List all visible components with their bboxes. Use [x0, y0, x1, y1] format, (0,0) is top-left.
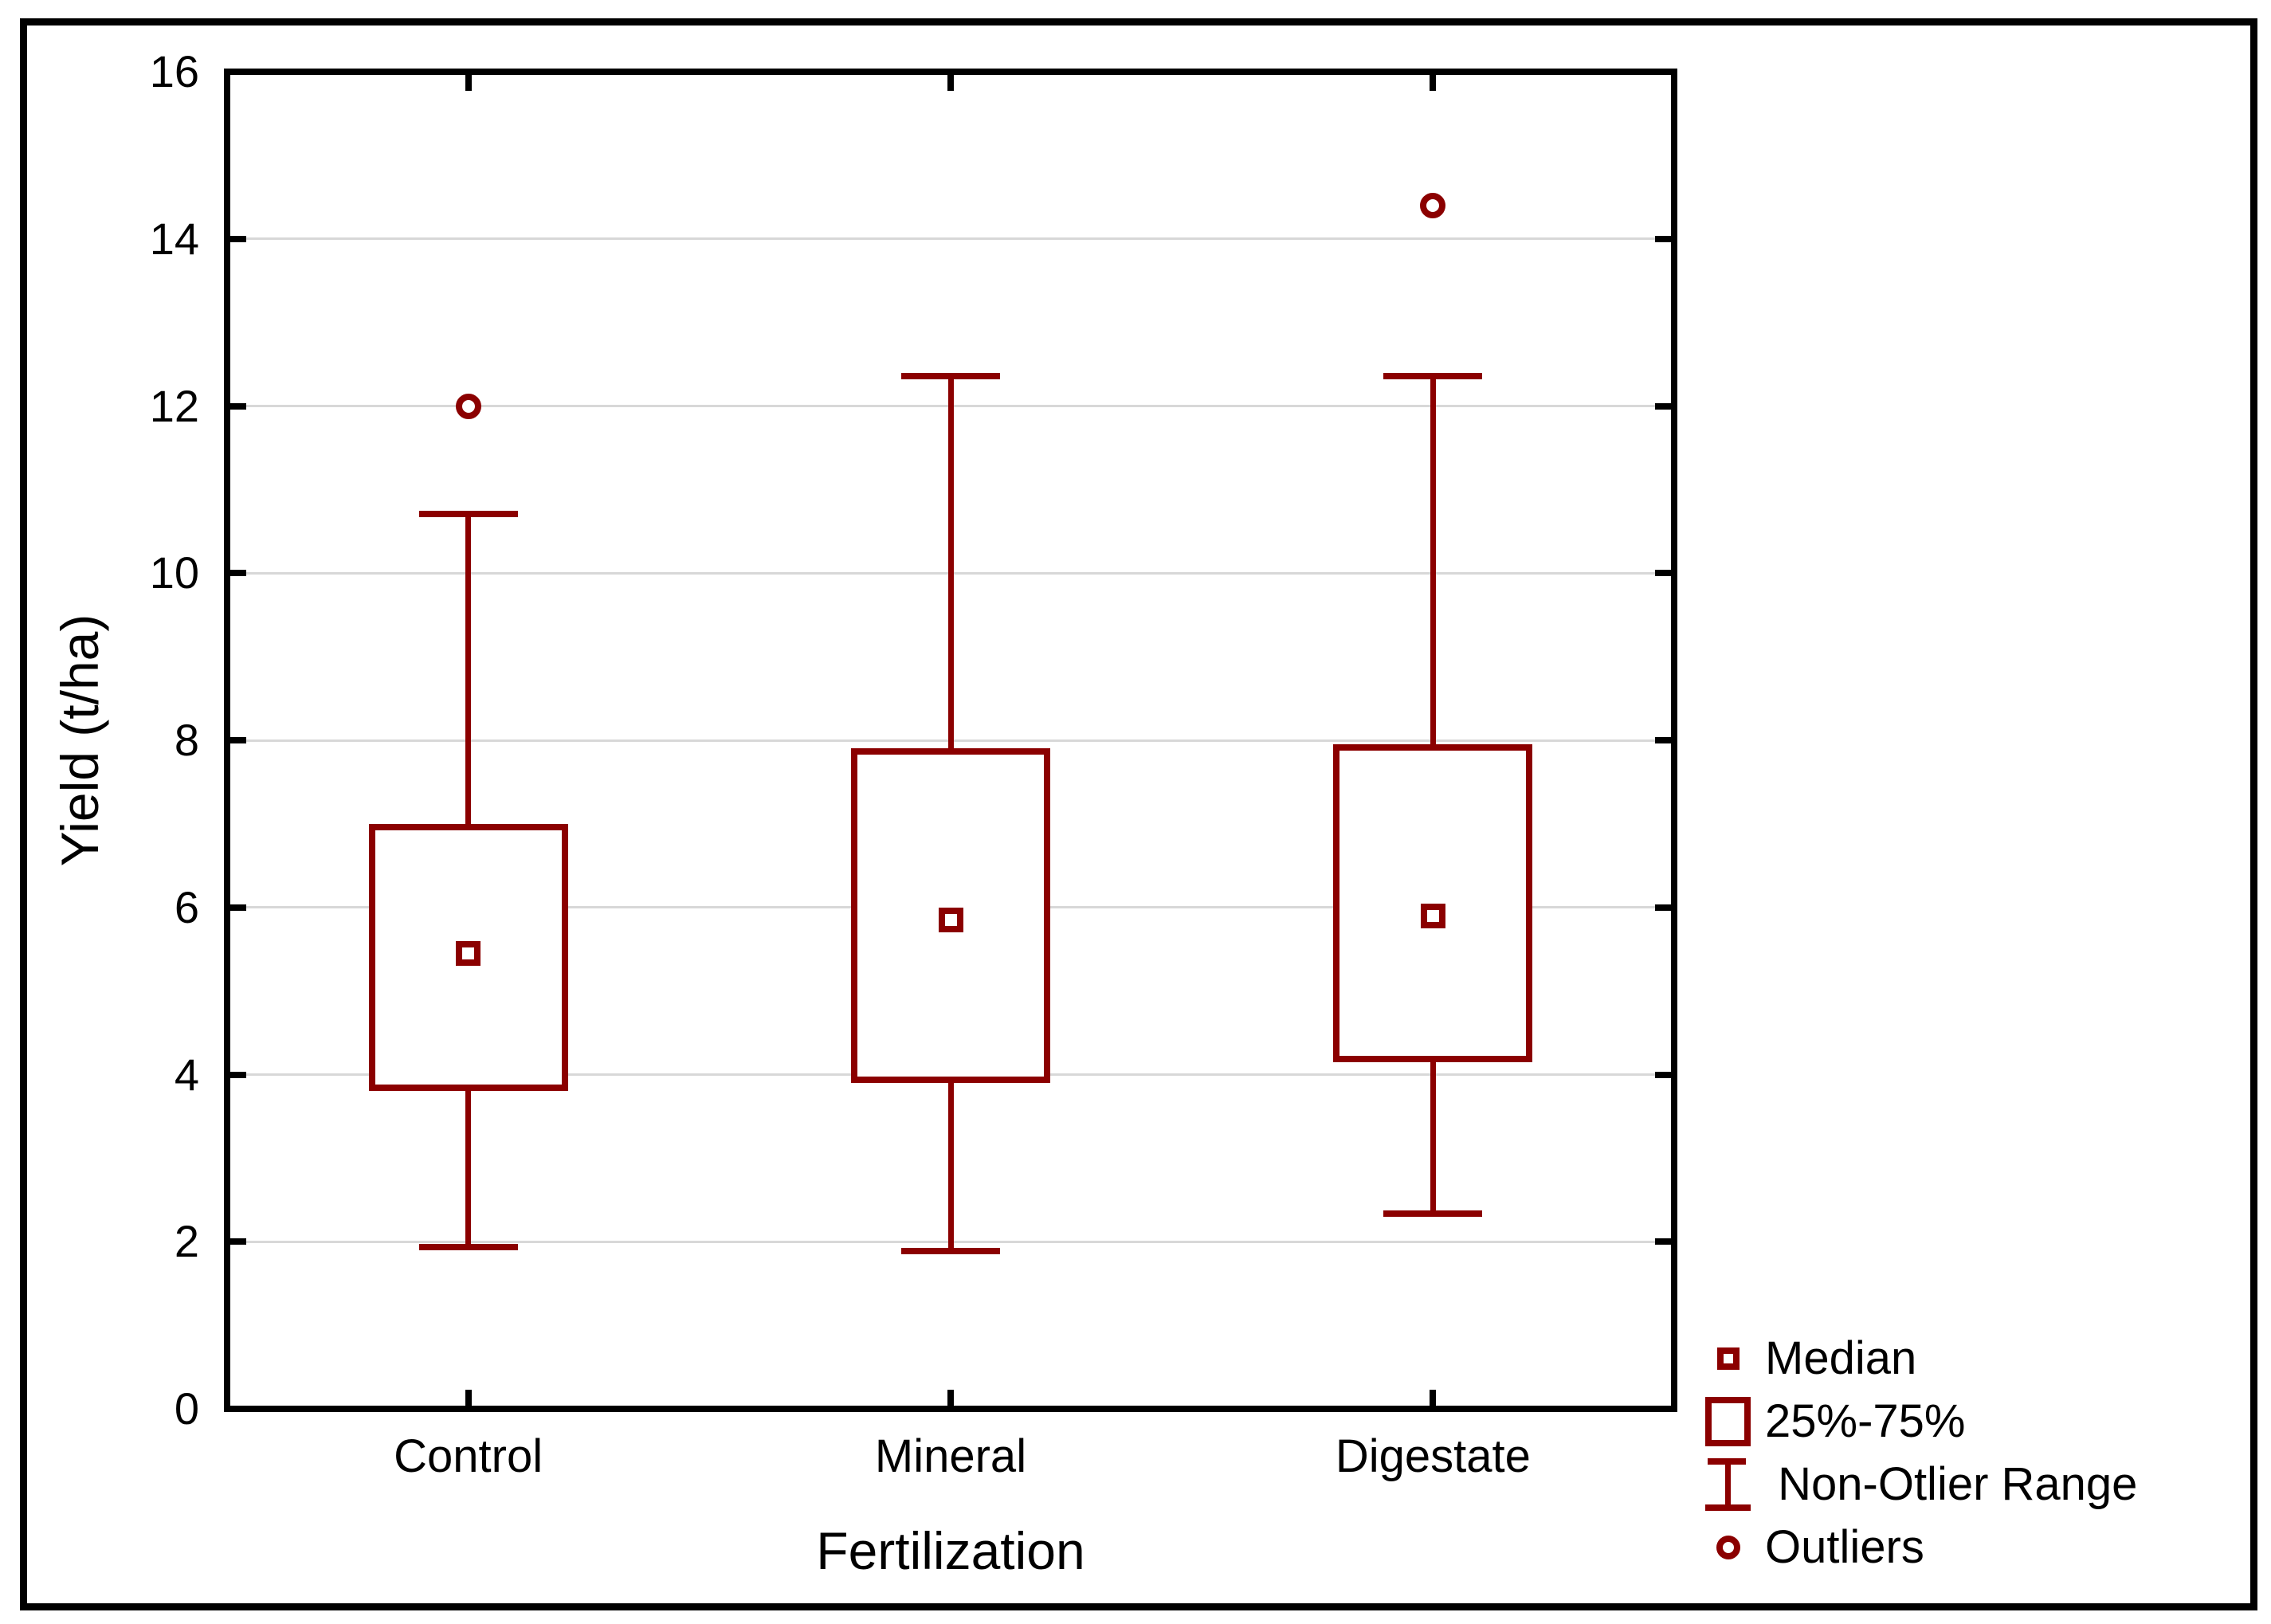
lower-whisker-stem — [947, 1082, 954, 1254]
iqr-box — [368, 823, 568, 1092]
legend: Median 25%-75% Non-Otlier Range Outliers — [1691, 1327, 2137, 1579]
gridline-y14 — [227, 237, 1674, 241]
x-tick-top-2 — [1430, 72, 1437, 91]
y-tick-right-14 — [1655, 235, 1674, 242]
y-tick-label-2: 2 — [174, 1216, 199, 1267]
y-tick-right-12 — [1655, 402, 1674, 410]
x-tick-bottom-2 — [1430, 1390, 1437, 1409]
y-tick-label-10: 10 — [149, 547, 199, 598]
whisker-top-cap-part — [1708, 1457, 1746, 1465]
iqr-box — [1333, 744, 1533, 1062]
lower-whisker-stem — [1430, 1061, 1436, 1217]
iqr-box-icon — [1705, 1396, 1751, 1446]
y-tick-right-10 — [1655, 570, 1674, 577]
x-tick-bottom-0 — [465, 1390, 472, 1409]
y-tick-right-6 — [1655, 904, 1674, 911]
upper-whisker-cap — [901, 372, 1000, 379]
legend-label: Outliers — [1765, 1521, 1924, 1573]
legend-item-outlier-circle: Outliers — [1691, 1516, 2137, 1579]
y-tick-left-10 — [227, 570, 246, 577]
upper-whisker-stem — [465, 510, 472, 824]
median-square-icon — [1716, 1347, 1740, 1370]
x-tick-bottom-1 — [947, 1390, 954, 1409]
x-tick-top-1 — [947, 72, 954, 91]
upper-whisker-stem — [1430, 372, 1436, 745]
outlier-circle-icon — [1716, 1535, 1740, 1559]
legend-item-whisker-range: Non-Otlier Range — [1691, 1453, 2137, 1516]
y-tick-label-12: 12 — [149, 380, 199, 431]
lower-whisker-cap — [1383, 1210, 1483, 1217]
legend-marker-cell — [1691, 1347, 1765, 1370]
legend-label: 25%-75% — [1765, 1395, 1966, 1447]
median-marker — [938, 907, 963, 932]
x-axis-title: Fertilization — [816, 1521, 1085, 1580]
lower-whisker-stem — [465, 1091, 472, 1250]
category-label-control: Control — [394, 1430, 543, 1482]
y-tick-right-4 — [1655, 1071, 1674, 1078]
plot-area — [227, 72, 1674, 1409]
legend-label: Median — [1765, 1332, 1917, 1384]
legend-item-median-square: Median — [1691, 1327, 2137, 1390]
y-tick-label-8: 8 — [174, 715, 199, 765]
median-marker — [1420, 903, 1445, 928]
lower-whisker-cap — [901, 1247, 1000, 1254]
legend-marker-cell — [1691, 1457, 1765, 1511]
whisker-range-icon — [1705, 1457, 1751, 1511]
outlier-point — [455, 393, 481, 419]
y-tick-label-4: 4 — [174, 1049, 199, 1100]
upper-whisker-cap — [1383, 372, 1483, 379]
median-marker — [456, 940, 481, 966]
whisker-stem-part — [1725, 1457, 1731, 1511]
y-tick-right-8 — [1655, 737, 1674, 743]
legend-marker-cell — [1691, 1535, 1765, 1559]
legend-label: Non-Otlier Range — [1765, 1458, 2138, 1510]
category-label-digestate: Digestate — [1335, 1430, 1531, 1482]
lower-whisker-cap — [418, 1243, 518, 1250]
y-tick-right-2 — [1655, 1238, 1674, 1245]
upper-whisker-stem — [947, 372, 954, 749]
y-tick-label-16: 16 — [149, 46, 199, 96]
y-tick-left-14 — [227, 235, 246, 242]
y-tick-left-8 — [227, 737, 246, 743]
y-tick-left-12 — [227, 402, 246, 410]
figure-border — [20, 18, 2257, 1610]
outlier-point — [1420, 192, 1446, 218]
whisker-bottom-cap-part — [1705, 1504, 1751, 1511]
y-tick-label-14: 14 — [149, 213, 199, 264]
y-tick-left-2 — [227, 1238, 246, 1245]
upper-whisker-cap — [418, 510, 518, 517]
legend-marker-cell — [1691, 1396, 1765, 1446]
category-label-mineral: Mineral — [874, 1430, 1027, 1482]
y-tick-label-0: 0 — [174, 1383, 199, 1434]
y-tick-left-4 — [227, 1071, 246, 1078]
legend-item-iqr-box: 25%-75% — [1691, 1390, 2137, 1453]
x-tick-top-0 — [465, 72, 472, 91]
y-tick-left-6 — [227, 904, 246, 911]
y-tick-label-6: 6 — [174, 881, 199, 932]
